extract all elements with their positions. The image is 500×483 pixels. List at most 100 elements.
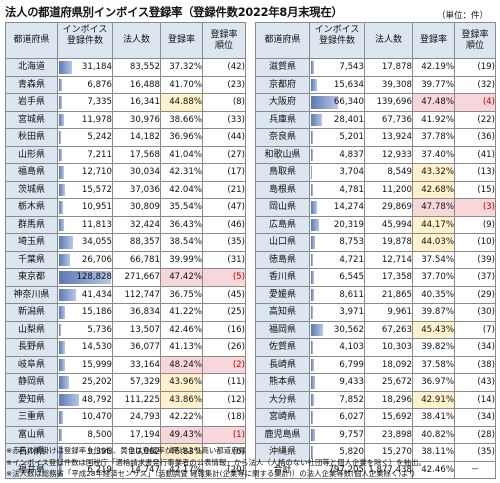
table-row: 徳島県 4,721 12,714 37.54% (39) <box>255 250 496 269</box>
pref-name: 石川県 <box>5 443 58 462</box>
corp-count: 9,961 <box>364 303 413 322</box>
registration-rate: 45.43% <box>412 320 455 339</box>
pref-name: 山梨県 <box>5 320 58 339</box>
registration-rate: 43.96% <box>160 373 203 392</box>
table-row: 岩手県 7,335 16,341 44.88% (8) <box>5 93 246 112</box>
footnotes: ※赤色の網掛けは登録率上位5位、黄色は登録率が平均より高い都道府県 ※インボイス… <box>6 445 426 480</box>
table-row: 栃木県 10,951 30,809 35.54% (47) <box>5 198 246 217</box>
registration-rate: 48.24% <box>160 355 203 374</box>
corp-count: 10,303 <box>364 338 413 357</box>
table-row: 兵庫県 28,401 67,736 41.92% (22) <box>255 110 496 129</box>
pref-name: 秋田県 <box>5 128 58 147</box>
invoice-count: 14,530 <box>57 338 113 357</box>
corp-count: 18,296 <box>364 390 413 409</box>
pref-name: 静岡県 <box>5 373 58 392</box>
registration-rate: 44.17% <box>412 215 455 234</box>
invoice-count: 5,242 <box>57 128 113 147</box>
pref-name: 栃木県 <box>5 198 58 217</box>
registration-rate: 36.75% <box>160 285 203 304</box>
pref-name: 三重県 <box>5 408 58 427</box>
invoice-bar <box>311 236 315 249</box>
table-row: 山形県 7,211 17,568 41.04% (27) <box>5 145 246 164</box>
invoice-count: 28,401 <box>309 110 365 129</box>
invoice-bar <box>311 113 323 126</box>
corp-count: 45,994 <box>364 215 413 234</box>
table-row: 広島県 20,319 45,994 44.17% (9) <box>255 215 496 234</box>
invoice-count: 7,211 <box>57 145 113 164</box>
rate-rank: (33) <box>202 110 246 129</box>
invoice-count: 26,706 <box>57 250 113 269</box>
pref-name: 長崎県 <box>255 355 310 374</box>
pref-name: 佐賀県 <box>255 338 310 357</box>
invoice-count: 11,978 <box>57 110 113 129</box>
rate-rank: (19) <box>454 58 496 77</box>
corp-count: 57,329 <box>112 373 161 392</box>
invoice-bar <box>59 446 63 459</box>
invoice-bar <box>59 376 70 389</box>
registration-rate: 37.70% <box>412 268 455 287</box>
invoice-count: 3,704 <box>309 163 365 182</box>
pref-name: 東京都 <box>5 268 58 287</box>
corp-count: 29,869 <box>364 198 413 217</box>
registration-rate: 42.46% <box>160 320 203 339</box>
invoice-count: 6,027 <box>309 408 365 427</box>
rate-rank: (8) <box>202 93 246 112</box>
rate-rank: (30) <box>454 303 496 322</box>
rate-rank: (4) <box>454 93 496 112</box>
registration-rate: 37.58% <box>412 355 455 374</box>
invoice-bar <box>59 96 62 109</box>
invoice-bar <box>311 393 315 406</box>
rate-rank: (47) <box>202 198 246 217</box>
table-row: 静岡県 25,202 57,329 43.96% (11) <box>5 373 246 392</box>
registration-rate: 46.83% <box>160 443 203 462</box>
pref-name: 新潟県 <box>5 303 58 322</box>
registration-rate: 38.54% <box>160 233 203 252</box>
header-rank: 登録率 順位 <box>454 22 496 59</box>
pref-name: 大阪府 <box>255 93 310 112</box>
pref-name: 滋賀県 <box>255 58 310 77</box>
header-invoice: インボイス 登録件数 <box>57 22 113 59</box>
registration-rate: 44.88% <box>160 93 203 112</box>
registration-rate: 43.32% <box>412 163 455 182</box>
header-rate: 登録率 <box>412 22 455 59</box>
registration-rate: 42.91% <box>412 390 455 409</box>
corp-count: 13,924 <box>364 128 413 147</box>
invoice-bar <box>311 131 314 144</box>
invoice-bar <box>311 253 313 266</box>
corp-count: 36,077 <box>112 338 161 357</box>
table-row: 福井県 6,219 14,747 42.17% (20) <box>5 460 246 479</box>
rate-rank: (23) <box>202 75 246 94</box>
table-row: 秋田県 5,242 14,182 36.96% (44) <box>5 128 246 147</box>
corp-count: 83,552 <box>112 58 161 77</box>
pref-name: 宮崎県 <box>255 408 310 427</box>
registration-rate: 38.41% <box>412 408 455 427</box>
registration-rate: 38.66% <box>160 110 203 129</box>
registration-rate: 39.82% <box>412 338 455 357</box>
corp-count: 66,781 <box>112 250 161 269</box>
registration-rate: 39.87% <box>412 303 455 322</box>
rate-rank: (3) <box>454 198 496 217</box>
corp-count: 16,488 <box>112 75 161 94</box>
pref-name: 山口県 <box>255 233 310 252</box>
invoice-bar <box>59 78 62 91</box>
pref-name: 香川県 <box>255 268 310 287</box>
rate-rank: (2) <box>202 355 246 374</box>
invoice-count: 8,753 <box>309 233 365 252</box>
registration-rate: 37.32% <box>160 58 203 77</box>
invoice-count: 7,852 <box>309 390 365 409</box>
invoice-count: 66,340 <box>309 93 365 112</box>
table-row: 大分県 7,852 18,296 42.91% (14) <box>255 390 496 409</box>
pref-name: 群馬県 <box>5 215 58 234</box>
invoice-count: 15,999 <box>57 355 113 374</box>
rate-rank: (43) <box>454 373 496 392</box>
invoice-bar <box>311 218 320 231</box>
rate-rank: (5) <box>202 268 246 287</box>
invoice-count: 5,736 <box>57 320 113 339</box>
registration-rate: 42.22% <box>160 408 203 427</box>
rate-rank: (10) <box>454 233 496 252</box>
rate-rank: (12) <box>202 390 246 409</box>
invoice-count: 9,433 <box>309 373 365 392</box>
pref-name: 島根県 <box>255 180 310 199</box>
registration-rate: 37.54% <box>412 250 455 269</box>
header-invoice: インボイス 登録件数 <box>309 22 365 59</box>
